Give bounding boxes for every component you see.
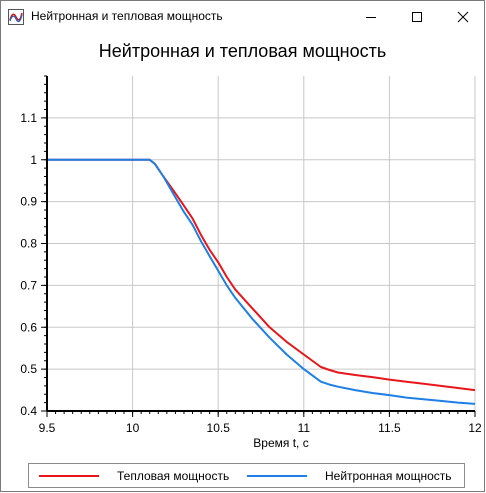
close-icon [457, 11, 469, 22]
minimize-button[interactable] [348, 1, 394, 32]
legend-label-thermal: Тепловая мощность [117, 468, 230, 483]
line-chart: 9.5 10 10.5 11 11.5 12 0.4 0.5 0.6 0.7 0.8 0.9 1 1.1 В… [20, 75, 482, 450]
chart-title: Нейтронная и тепловая мощность [98, 41, 387, 61]
x-tick-label: 12 [468, 421, 482, 435]
x-tick-label: 10.5 [207, 421, 231, 435]
x-axis-label: Время t, с [253, 436, 308, 450]
y-tick-label: 0.9 [20, 195, 37, 209]
y-tick-label: 1.1 [20, 111, 37, 125]
maximize-button[interactable] [394, 1, 440, 32]
legend-item-neutron: Нейтронная мощность [247, 464, 452, 487]
legend-label-neutron: Нейтронная мощность [325, 468, 452, 483]
legend-swatch-thermal [39, 474, 99, 477]
y-tick-label: 0.4 [20, 404, 37, 418]
minimize-icon [366, 16, 376, 18]
title-bar[interactable]: Нейтронная и тепловая мощность [1, 1, 484, 32]
y-tick-label: 0.6 [20, 320, 37, 334]
x-tick-label: 9.5 [39, 421, 56, 435]
x-tick-label: 10 [126, 421, 140, 435]
y-tick-label: 0.8 [20, 237, 37, 251]
y-tick-label: 0.7 [20, 278, 37, 292]
chart-legend: Тепловая мощность Нейтронная мощность [28, 463, 465, 488]
y-tick-label: 0.5 [20, 362, 37, 376]
series-line-1 [47, 158, 476, 405]
legend-swatch-neutron [247, 474, 307, 477]
y-tick-label: 1 [30, 153, 37, 167]
legend-item-thermal: Тепловая мощность [39, 464, 229, 487]
window-title: Нейтронная и тепловая мощность [31, 9, 223, 23]
x-tick-label: 11.5 [378, 421, 401, 435]
maximize-icon [412, 11, 422, 22]
x-tick-label: 11 [298, 421, 311, 435]
wave-chart-icon [8, 9, 24, 25]
series-line-0 [47, 158, 476, 392]
close-button[interactable] [440, 1, 486, 32]
